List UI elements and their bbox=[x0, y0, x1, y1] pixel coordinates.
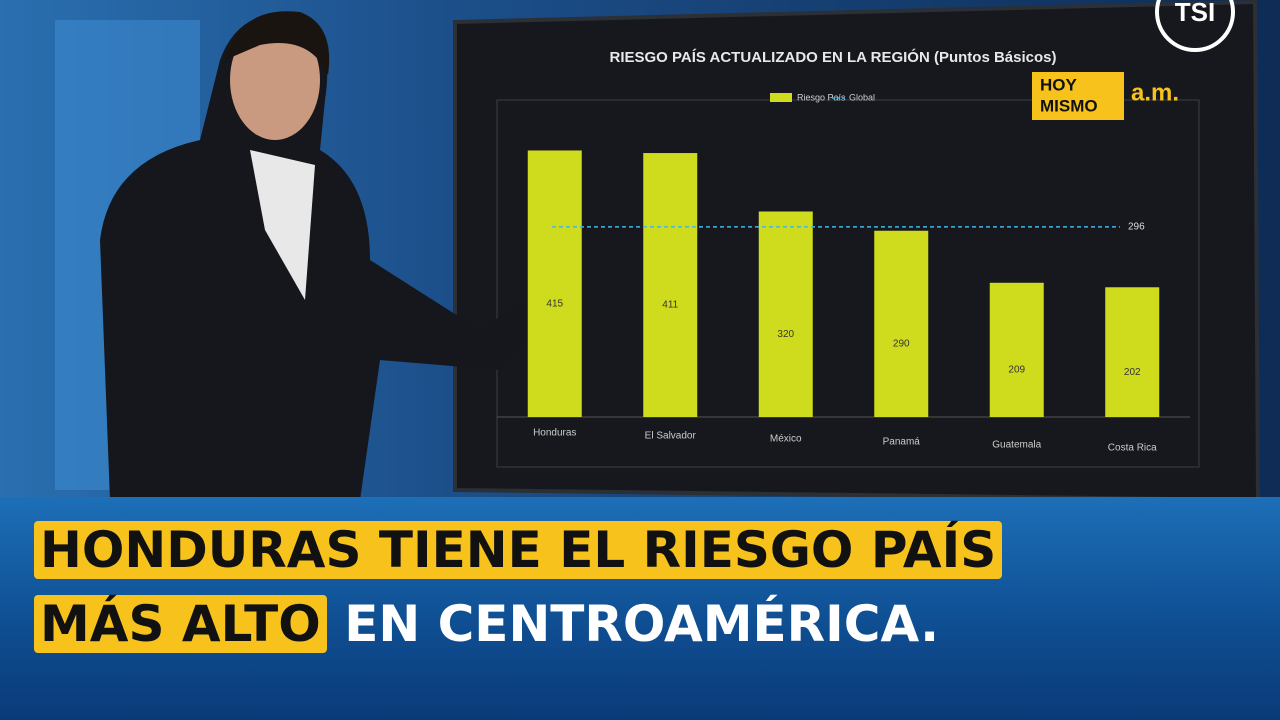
headline-highlight: HONDURAS TIENE EL RIESGO PAÍS bbox=[34, 521, 1003, 579]
headline-banner: HONDURAS TIENE EL RIESGO PAÍS MÁS ALTO E… bbox=[0, 497, 1280, 720]
legend-label: Riesgo País bbox=[797, 92, 846, 102]
bar bbox=[989, 282, 1044, 417]
global-label: 296 bbox=[1128, 222, 1145, 233]
x-tick-label: El Salvador bbox=[645, 431, 697, 442]
data-label: 320 bbox=[777, 329, 794, 340]
headline-line: MÁS ALTO EN CENTROAMÉRICA. bbox=[34, 593, 939, 655]
x-tick-label: Honduras bbox=[533, 428, 576, 439]
presenter-face bbox=[230, 20, 320, 140]
channel-logo: TSI bbox=[1175, 0, 1215, 27]
bar bbox=[758, 211, 813, 417]
show-logo-suffix: a.m. bbox=[1131, 79, 1179, 106]
data-label: 290 bbox=[893, 339, 910, 350]
legend-label: Global bbox=[849, 92, 875, 102]
channel-logo-ring bbox=[1155, 0, 1235, 52]
data-label: 202 bbox=[1124, 367, 1141, 378]
bar bbox=[1105, 287, 1160, 417]
headline-text: EN CENTROAMÉRICA. bbox=[344, 595, 940, 653]
plot-frame bbox=[496, 99, 1200, 468]
presenter-shirt bbox=[250, 150, 315, 300]
show-logo-text: HOY bbox=[1040, 75, 1078, 94]
headline-line: HONDURAS TIENE EL RIESGO PAÍS bbox=[34, 519, 1003, 581]
show-logo-box bbox=[1032, 72, 1124, 120]
presenter-hair bbox=[225, 11, 330, 75]
legend-swatch bbox=[770, 93, 792, 102]
x-tick-label: Costa Rica bbox=[1108, 443, 1157, 454]
bar bbox=[527, 150, 582, 417]
presenter bbox=[100, 13, 540, 500]
x-tick-label: México bbox=[770, 434, 802, 445]
headline-highlight: MÁS ALTO bbox=[34, 595, 327, 653]
chart-title: RIESGO PAÍS ACTUALIZADO EN LA REGIÓN (Pu… bbox=[610, 48, 1057, 66]
bar bbox=[643, 153, 698, 417]
x-tick-label: Guatemala bbox=[992, 440, 1041, 451]
show-logo-text: MISMO bbox=[1040, 96, 1098, 115]
bar bbox=[874, 230, 929, 417]
data-label: 411 bbox=[662, 300, 678, 311]
x-tick-label: Panamá bbox=[883, 437, 921, 448]
data-label: 415 bbox=[546, 298, 563, 309]
data-label: 209 bbox=[1008, 365, 1025, 376]
